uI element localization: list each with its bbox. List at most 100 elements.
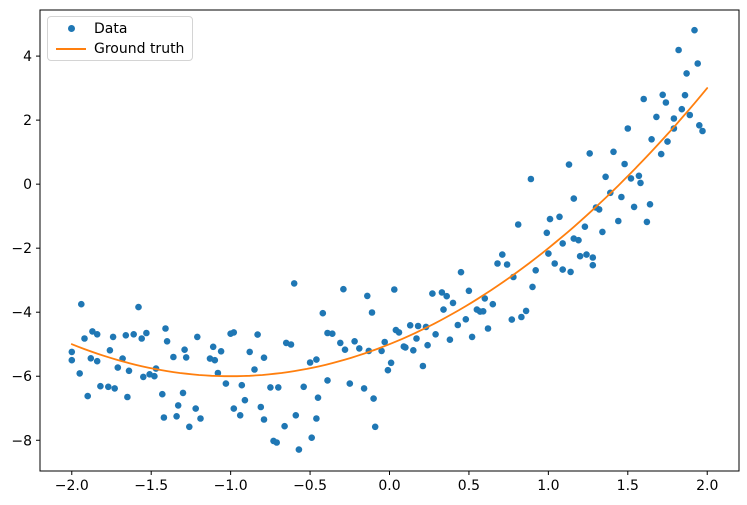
scatter-point (371, 423, 379, 431)
scatter-point (230, 405, 238, 412)
scatter-point (395, 329, 403, 336)
scatter-point (546, 215, 554, 223)
scatter-point (624, 125, 632, 132)
scatter-point (391, 286, 398, 293)
scatter-point (125, 367, 133, 375)
scatter-point (406, 322, 414, 329)
scatter-point (653, 113, 660, 121)
scatter-point (602, 173, 609, 181)
scatter-point (675, 46, 682, 54)
data-dot-marker-icon (67, 25, 75, 32)
y-tick-label: 4 (23, 49, 32, 65)
scatter-point (657, 150, 665, 158)
scatter-point (696, 122, 703, 129)
scatter-point (135, 303, 142, 311)
scatter-point (313, 356, 320, 363)
scatter-point (143, 329, 150, 337)
scatter-point (140, 373, 147, 381)
scatter-point (364, 292, 371, 300)
scatter-point (93, 357, 101, 365)
scatter-point (440, 306, 447, 313)
scatter-point (170, 353, 177, 361)
scatter-point (664, 138, 671, 145)
scatter-point (181, 346, 188, 354)
x-tick-label: 0.0 (378, 478, 400, 494)
scatter-point (479, 308, 487, 315)
scatter-point (532, 267, 539, 274)
scatter-point (111, 385, 118, 392)
scatter-point (341, 346, 349, 354)
scatter-point (646, 201, 654, 208)
legend-item-ground-truth: Ground truth (48, 39, 186, 59)
scatter-point (424, 341, 431, 349)
scatter-point (699, 127, 706, 135)
scatter-point (686, 111, 694, 119)
scatter-point (551, 260, 558, 267)
scatter-point (251, 366, 258, 373)
scatter-point (360, 385, 368, 392)
legend-label-ground-truth: Ground truth (94, 40, 185, 57)
scatter-point (260, 416, 268, 423)
scatter-point (81, 335, 88, 342)
scatter-point (468, 333, 476, 341)
scatter-point (162, 325, 169, 332)
x-tick-label: 2.0 (696, 478, 718, 494)
x-tick-label: 0.5 (458, 478, 480, 494)
y-tick-label: 2 (23, 113, 32, 129)
scatter-point (429, 290, 436, 297)
scatter-point (381, 338, 389, 346)
scatter-point (194, 333, 201, 341)
x-tick-label: −2.0 (55, 478, 89, 494)
scatter-point (241, 396, 249, 404)
scatter-point (267, 384, 274, 391)
scatter-point (446, 336, 454, 344)
scatter-point (559, 266, 566, 273)
scatter-point (681, 91, 689, 99)
scatter-point (662, 99, 670, 106)
scatter-point (457, 268, 465, 276)
scatter-point (254, 331, 261, 338)
scatter-point (499, 251, 506, 258)
scatter-point (659, 91, 666, 99)
ground-truth-curve (70, 87, 709, 378)
scatter-point (281, 422, 288, 430)
scatter-point (648, 136, 655, 143)
scatter-point (384, 366, 392, 374)
scatter-point (87, 355, 95, 362)
scatter-point (527, 175, 535, 183)
x-tick-label: 1.0 (537, 478, 559, 494)
scatter-point (313, 415, 320, 422)
scatter-point (159, 390, 166, 398)
scatter-point (306, 359, 314, 366)
scatter-point (449, 299, 457, 307)
scatter-point (174, 402, 182, 409)
scatter-point (610, 148, 617, 156)
scatter-point (295, 446, 303, 453)
scatter-point (340, 285, 347, 293)
scatter-point (151, 372, 158, 380)
scatter-point (217, 348, 225, 355)
x-tick-label: −0.5 (293, 478, 327, 494)
legend-marker-cell (48, 25, 94, 32)
scatter-point (122, 332, 130, 339)
scatter-point (621, 160, 628, 168)
scatter-point (583, 251, 590, 258)
scatter-point (589, 254, 597, 261)
scatter-point (599, 228, 606, 236)
scatter-point (514, 221, 522, 228)
scatter-point (68, 348, 76, 356)
scatter-point (484, 325, 492, 332)
scatter-point (627, 175, 635, 182)
scatter-point (300, 383, 308, 391)
scatter-point (329, 330, 336, 338)
legend: Data Ground truth (47, 16, 193, 61)
scatter-point (595, 206, 603, 213)
scatter-point (419, 362, 427, 370)
scatter-point (581, 223, 589, 230)
scatter-point (179, 389, 187, 397)
scatter-point (683, 70, 690, 77)
scatter-point (105, 383, 112, 391)
